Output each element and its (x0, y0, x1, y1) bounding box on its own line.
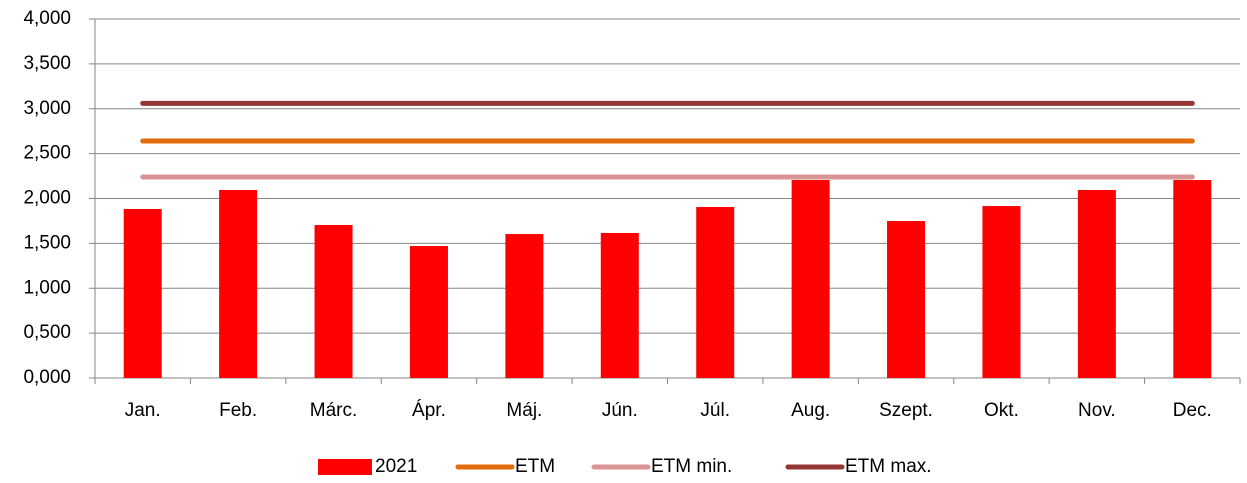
bar (123, 209, 162, 378)
x-tick-label: Júl. (700, 400, 730, 421)
y-tick-label: 0,000 (23, 367, 71, 388)
bar (1077, 189, 1116, 378)
y-tick-label: 2,000 (23, 188, 71, 209)
bar (314, 224, 353, 378)
bar (505, 234, 544, 378)
x-tick-label: Okt. (984, 400, 1019, 421)
bar (696, 207, 735, 378)
x-tick-label: Márc. (310, 400, 358, 421)
bar (887, 221, 926, 378)
y-tick-label: 0,500 (23, 322, 71, 343)
x-tick-label: Máj. (506, 400, 542, 421)
bar (1173, 180, 1212, 378)
y-tick-label: 3,500 (23, 53, 71, 74)
x-tick-label: Dec. (1173, 400, 1212, 421)
x-tick-label: Szept. (879, 400, 933, 421)
y-tick-label: 1,500 (23, 232, 71, 253)
y-tick-label: 3,000 (23, 98, 71, 119)
x-tick-label: Feb. (219, 400, 257, 421)
legend-label: ETM min. (651, 456, 732, 477)
x-tick-label: Jan. (125, 400, 161, 421)
legend-label: ETM (515, 456, 555, 477)
x-tick-label: Aug. (791, 400, 830, 421)
x-tick-label: Jún. (602, 400, 638, 421)
y-tick-label: 1,000 (23, 277, 71, 298)
bar (219, 189, 258, 378)
x-tick-label: Ápr. (412, 400, 446, 421)
bar (600, 232, 639, 378)
legend-label: 2021 (375, 456, 417, 477)
bar (409, 245, 448, 378)
bar (791, 180, 830, 378)
x-tick-label: Nov. (1078, 400, 1116, 421)
bar (982, 206, 1021, 378)
legend-label: ETM max. (845, 456, 932, 477)
y-tick-label: 4,000 (23, 8, 71, 29)
legend-swatch (318, 459, 372, 475)
y-tick-label: 2,500 (23, 143, 71, 164)
